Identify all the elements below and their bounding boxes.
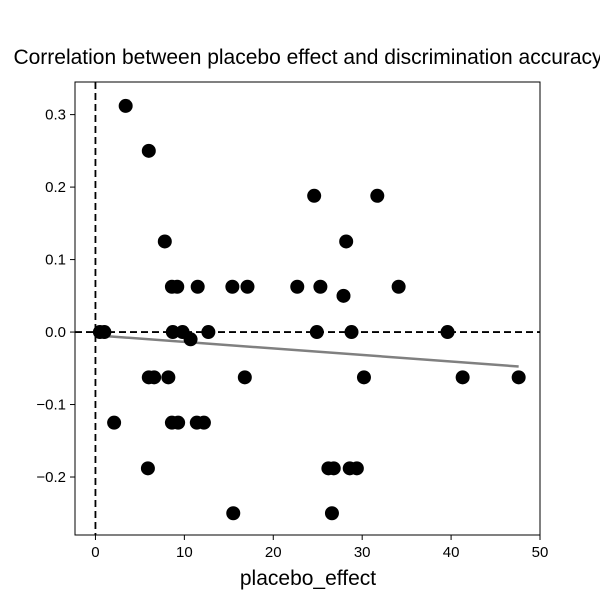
data-point [391, 279, 406, 294]
x-tick-label: 30 [354, 544, 371, 561]
data-point [511, 370, 526, 385]
data-point [370, 188, 385, 203]
data-point [171, 415, 186, 430]
data-point [225, 279, 240, 294]
data-point [140, 461, 155, 476]
data-point [97, 325, 112, 340]
data-point [226, 506, 241, 521]
data-point [107, 415, 122, 430]
y-tick-label: −0.1 [36, 397, 66, 414]
y-tick-label: 0.0 [45, 324, 66, 341]
data-point [190, 279, 205, 294]
axes: 0 10 20 30 40 50 −0.2 −0.1 0.0 0.1 0.2 0.3 [36, 81, 549, 561]
data-point [147, 370, 162, 385]
data-point [141, 143, 156, 158]
data-point [201, 325, 216, 340]
data-point [183, 332, 198, 347]
x-axis-label: placebo_effect [240, 567, 376, 590]
x-tick-label: 10 [176, 544, 193, 561]
data-point [165, 325, 180, 340]
data-point [240, 279, 255, 294]
data-point [313, 279, 328, 294]
data-point [440, 325, 455, 340]
data-point [118, 98, 133, 113]
data-point [455, 370, 470, 385]
y-tick-label: 0.1 [45, 252, 66, 269]
plot-area [75, 82, 540, 535]
y-tick-label: 0.3 [45, 107, 66, 124]
y-tick-label: 0.2 [45, 179, 66, 196]
data-point [157, 234, 172, 249]
x-tick-label: 50 [532, 544, 549, 561]
data-point [324, 506, 339, 521]
data-point [196, 415, 211, 430]
data-point [309, 325, 324, 340]
x-tick-label: 0 [91, 544, 99, 561]
x-tick-label: 40 [443, 544, 460, 561]
y-tick-label: −0.2 [36, 469, 66, 486]
x-tick-label: 20 [265, 544, 282, 561]
chart-title: Correlation between placebo effect and d… [13, 46, 600, 69]
data-point [339, 234, 354, 249]
data-point [170, 279, 185, 294]
data-point [349, 461, 364, 476]
data-point [237, 370, 252, 385]
data-point [290, 279, 305, 294]
data-point [307, 188, 322, 203]
data-point [344, 325, 359, 340]
data-point [326, 461, 341, 476]
plot-frame [74, 81, 541, 536]
data-point [161, 370, 176, 385]
data-point [356, 370, 371, 385]
data-point [336, 288, 351, 303]
regression-line [95, 334, 519, 368]
